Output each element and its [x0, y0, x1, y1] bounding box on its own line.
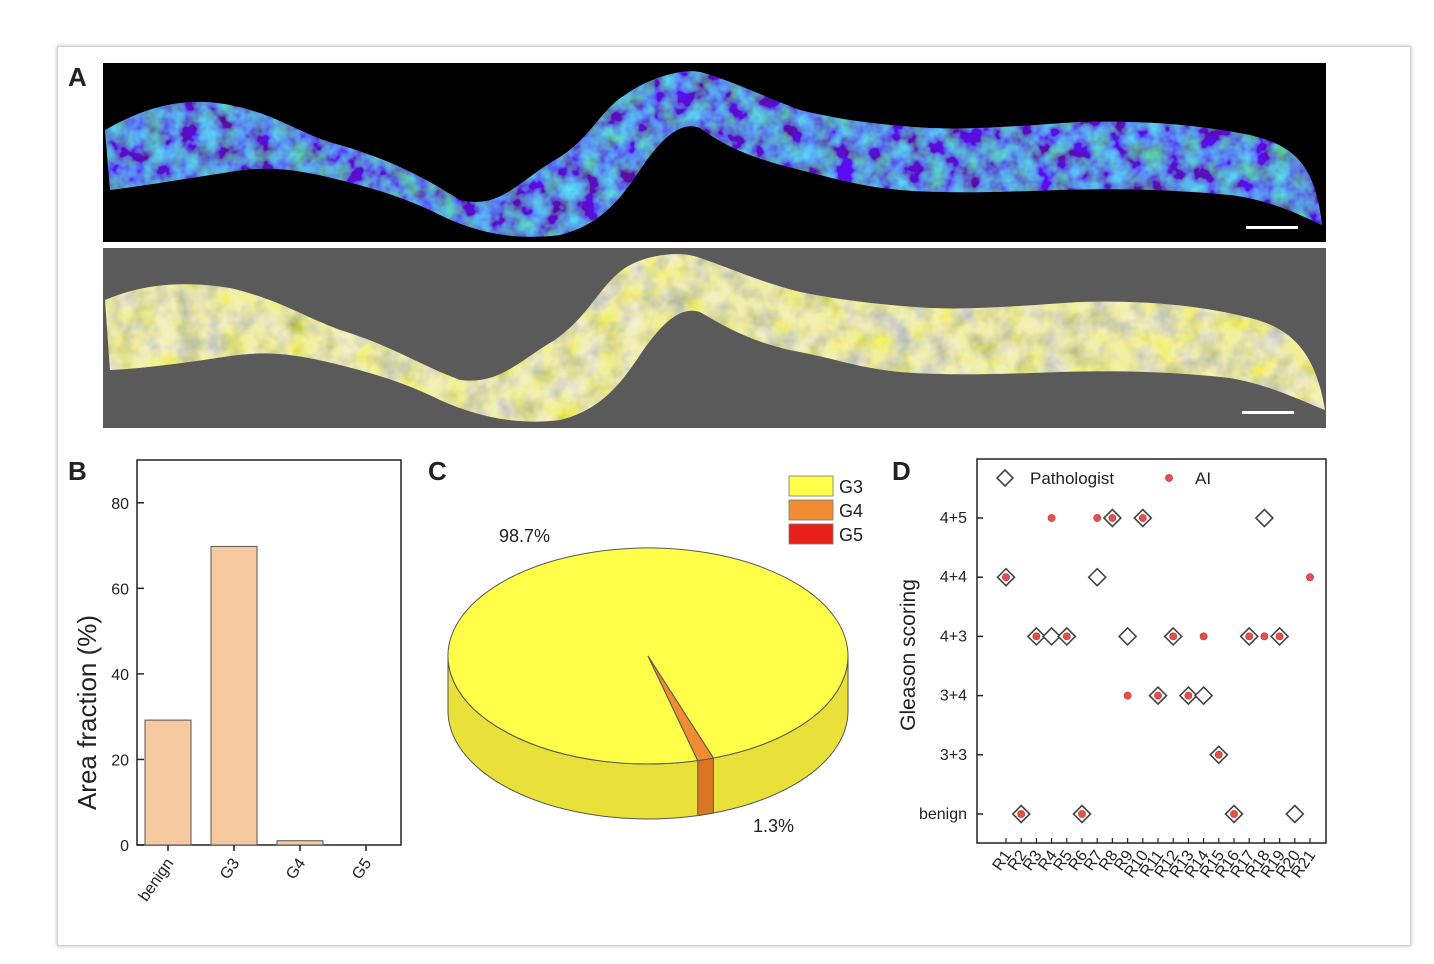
legend-label-g4: G4 — [839, 501, 863, 521]
ai-marker — [1154, 691, 1162, 700]
x-tick-label: G4 — [283, 855, 309, 882]
ai-marker — [1245, 632, 1254, 641]
ai-marker — [1032, 632, 1041, 641]
legend-swatch-g5 — [788, 523, 834, 545]
y-tick-label: 0 — [120, 838, 129, 855]
panel-label-b: B — [68, 456, 87, 486]
ai-marker — [1260, 632, 1269, 641]
pie-chart-grades: 98.7% 1.3% G3 G4 G5 — [447, 475, 863, 836]
panel-label-d: D — [892, 456, 911, 486]
pathologist-marker — [1087, 567, 1107, 587]
legend-swatch-g3 — [788, 475, 834, 497]
ai-marker — [1062, 632, 1071, 641]
legend-label-g3: G3 — [839, 477, 863, 497]
y-tick-label: 4+4 — [940, 569, 967, 586]
bar-chart-area-fraction: 0 20 40 60 80 Area fraction (%) benign G3 G4 G5 — [72, 459, 402, 905]
legend-label-g5: G5 — [839, 525, 863, 545]
ai-marker — [1169, 632, 1178, 641]
ai-marker — [1306, 573, 1314, 582]
x-tick-label: G3 — [217, 855, 243, 882]
x-tick-label: G5 — [349, 855, 375, 882]
bar-G4 — [276, 840, 324, 846]
y-axis-label: Area fraction (%) — [72, 615, 102, 810]
ai-marker — [1093, 514, 1102, 522]
y-tick-label: 80 — [111, 496, 129, 513]
pie-label-g4: 1.3% — [753, 816, 794, 836]
bar-G3 — [210, 545, 258, 846]
y-tick-label: 4+3 — [940, 628, 967, 645]
ai-marker — [1123, 691, 1132, 700]
ai-marker — [1230, 810, 1238, 818]
panel-label-a: A — [68, 62, 87, 92]
y-tick-label: 60 — [111, 581, 129, 598]
legend-swatch-g4 — [788, 499, 834, 521]
pathologist-marker — [1254, 508, 1275, 528]
panel-label-c: C — [428, 456, 447, 486]
plot-frame-d — [976, 458, 1327, 844]
micrograph-fluorescence — [103, 63, 1326, 242]
y-tick-label: 20 — [111, 752, 129, 769]
bar-benign — [144, 719, 192, 846]
legend-marker-pathologist — [995, 468, 1015, 488]
y-axis-label: Gleason scoring — [897, 579, 920, 731]
ai-marker — [1047, 514, 1056, 522]
ai-marker — [1199, 632, 1208, 641]
ai-marker — [1214, 750, 1223, 759]
legend-label-ai: AI — [1195, 469, 1211, 488]
ai-marker — [1002, 573, 1010, 582]
pie-slice-g4 — [647, 655, 715, 762]
pathologist-marker — [1041, 626, 1062, 647]
ai-marker — [1108, 514, 1117, 522]
legend-label-pathologist: Pathologist — [1030, 469, 1114, 488]
pathologist-marker — [1117, 626, 1138, 647]
pathologist-marker — [1285, 804, 1305, 824]
ai-marker — [1275, 632, 1284, 641]
ai-marker — [1184, 691, 1193, 700]
y-tick-label: 40 — [111, 667, 129, 684]
legend-marker-ai — [1165, 474, 1173, 482]
plot-frame-b — [136, 459, 402, 846]
y-tick-label: benign — [919, 806, 967, 823]
scale-bar-top — [1246, 226, 1298, 229]
pie-label-g3: 98.7% — [499, 526, 550, 546]
micrograph-grade-overlay — [103, 248, 1326, 428]
y-tick-label: 3+3 — [940, 747, 967, 764]
pathologist-marker — [1193, 685, 1214, 706]
ai-marker — [1078, 810, 1086, 818]
x-tick-label: benign — [136, 856, 177, 905]
ai-marker — [1138, 514, 1147, 522]
pie-side-g4 — [697, 757, 714, 817]
ai-marker — [1017, 810, 1026, 818]
y-tick-label: 3+4 — [940, 688, 967, 705]
scale-bar-bottom — [1242, 411, 1294, 414]
y-tick-label: 4+5 — [940, 510, 967, 527]
